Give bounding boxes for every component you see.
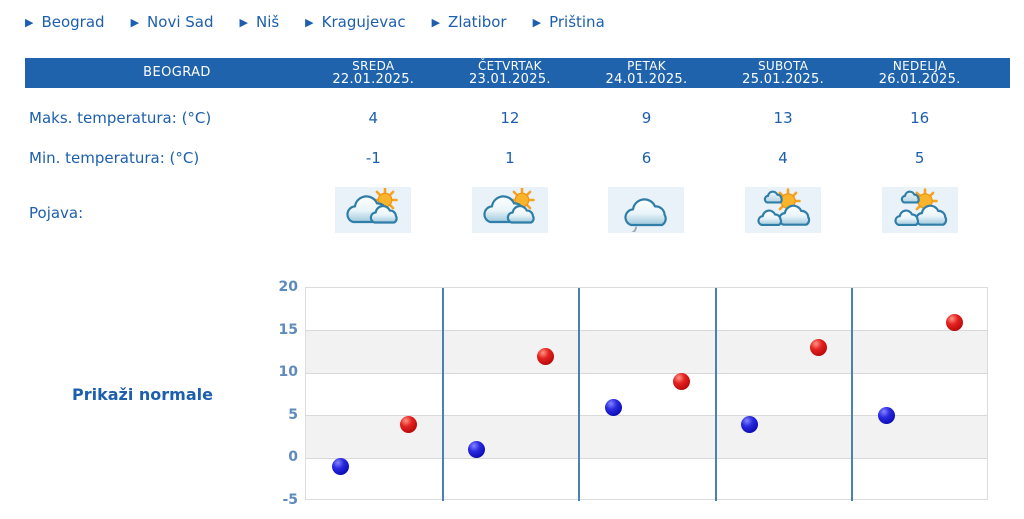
chart-gridline [306, 457, 987, 459]
day-date: 26.01.2025. [878, 72, 961, 87]
temp-value: 5 [914, 149, 925, 167]
city-link-label: Beograd [41, 13, 105, 31]
chart-gridline [306, 372, 987, 374]
y-axis-tick-label: 15 [278, 321, 298, 338]
day-name: SUBOTA [757, 59, 809, 73]
chart-gridline [306, 415, 987, 417]
chart-band [306, 330, 987, 374]
weather-icon-slot [715, 187, 852, 233]
day-column-header: NEDELJA 26.01.2025. [851, 58, 988, 88]
station-name: BEOGRAD [143, 65, 211, 80]
city-nav: ▶ Beograd ▶ Novi Sad ▶ Niš ▶ Kragujevac ▶ Zlatibo… [25, 13, 605, 31]
y-axis-tick-label: 10 [278, 364, 298, 381]
bullet-arrow-icon: ▶ [431, 15, 441, 29]
max-temp-values: 4 12 9 13 16 [305, 108, 988, 128]
day-date: 22.01.2025. [332, 72, 415, 87]
temp-value: 13 [773, 109, 793, 127]
temp-value: 9 [641, 109, 652, 127]
pojava-label: Pojava: [29, 204, 84, 222]
max-temp-point [536, 347, 554, 365]
min-temp-point [878, 407, 896, 425]
bullet-arrow-icon: ▶ [305, 15, 314, 29]
partly-cloudy-sun-icon [335, 187, 412, 233]
max-temp-point [673, 373, 691, 391]
min-temp-point [741, 415, 759, 433]
temp-value: -1 [365, 149, 381, 167]
max-temp-point [809, 339, 827, 357]
temp-value: 4 [778, 149, 788, 167]
day-name: SREDA [352, 59, 395, 73]
min-temp-values: -1 1 6 4 5 [305, 148, 988, 168]
bullet-arrow-icon: ▶ [130, 15, 140, 29]
min-temp-label: Min. temperatura: (°C) [29, 149, 200, 167]
temp-value: 12 [500, 109, 520, 127]
temp-value: 4 [368, 109, 379, 127]
day-column-header: SREDA 22.01.2025. [305, 58, 442, 88]
chart-band [306, 415, 987, 459]
city-link-label: Novi Sad [147, 13, 214, 31]
city-link-novi-sad[interactable]: ▶ Novi Sad [131, 13, 214, 31]
max-temp-point [946, 313, 964, 331]
temp-value: 6 [641, 149, 652, 167]
day-column-header: PETAK 24.01.2025. [578, 58, 715, 88]
city-link-label: Kragujevac [321, 13, 406, 31]
bullet-arrow-icon: ▶ [532, 15, 542, 29]
weather-icon-slot [305, 187, 442, 233]
bullet-arrow-icon: ▶ [239, 15, 248, 29]
chart-day-separator [851, 288, 854, 501]
chart-plot-area [305, 287, 988, 501]
day-column-header: SUBOTA 25.01.2025. [715, 58, 852, 88]
y-axis-tick-label: 0 [288, 449, 298, 466]
y-axis-tick-label: 20 [278, 279, 298, 295]
chart-day-separator [441, 288, 444, 501]
city-link-label: Niš [255, 13, 280, 31]
max-temp-point [399, 415, 417, 433]
day-name: NEDELJA [892, 59, 947, 73]
city-link-beograd[interactable]: ▶ Beograd [25, 13, 105, 31]
min-temp-point [604, 398, 622, 416]
temp-value: 16 [910, 109, 930, 127]
city-link-priština[interactable]: ▶ Priština [533, 13, 605, 31]
weather-icon-slot [851, 187, 988, 233]
chart-gridline [306, 330, 987, 332]
forecast-table-header: BEOGRAD SREDA 22.01.2025. ČETVRTAK 23.01.20… [25, 58, 1010, 88]
min-temp-point [468, 441, 486, 459]
temp-value: 1 [505, 149, 515, 167]
day-name: PETAK [627, 59, 666, 73]
day-date: 24.01.2025. [605, 72, 688, 87]
day-name: ČETVRTAK [477, 59, 542, 73]
max-temp-label: Maks. temperatura: (°C) [29, 109, 212, 127]
chart-day-separator [714, 288, 717, 501]
partly-cloudy-sun-icon [471, 187, 548, 233]
y-axis-tick-label: 5 [288, 406, 298, 423]
city-link-label: Priština [549, 13, 605, 31]
city-link-niš[interactable]: ▶ Niš [240, 13, 280, 31]
sun-behind-clouds-icon [745, 187, 822, 233]
weather-icons-row [305, 187, 988, 233]
day-date: 23.01.2025. [468, 72, 551, 87]
day-column-header: ČETVRTAK 23.01.2025. [442, 58, 579, 88]
city-link-kragujevac[interactable]: ▶ Kragujevac [305, 13, 405, 31]
chart-day-separator [578, 288, 581, 501]
city-link-zlatibor[interactable]: ▶ Zlatibor [432, 13, 507, 31]
show-normals-link[interactable]: Prikaži normale [72, 385, 213, 404]
y-axis-tick-label: -5 [282, 492, 298, 508]
day-columns: SREDA 22.01.2025. ČETVRTAK 23.01.2025. PETAK… [305, 58, 988, 88]
cloud-drizzle-icon [608, 187, 685, 233]
min-temp-point [331, 458, 349, 476]
weather-icon-slot [578, 187, 715, 233]
sun-behind-clouds-icon [881, 187, 958, 233]
day-date: 25.01.2025. [742, 72, 825, 87]
weather-icon-slot [442, 187, 579, 233]
bullet-arrow-icon: ▶ [25, 15, 34, 29]
city-link-label: Zlatibor [448, 13, 507, 31]
